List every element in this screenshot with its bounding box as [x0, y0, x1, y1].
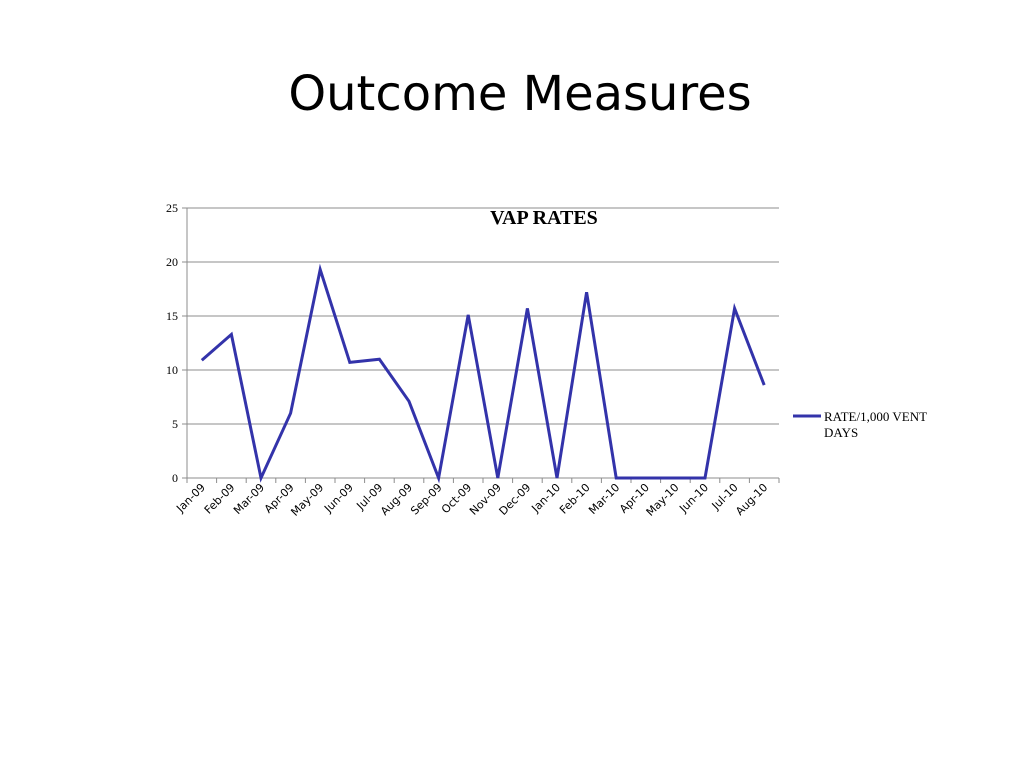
x-tick-label: Jun-10: [676, 481, 711, 516]
x-tick-label: Aug-10: [733, 481, 770, 518]
x-tick-label: Feb-09: [202, 481, 238, 517]
x-tick-label: Feb-10: [557, 481, 593, 517]
series-lines: [200, 263, 766, 484]
x-tick-labels: Jan-09Feb-09Mar-09Apr-09May-09Jun-09Jul-…: [173, 481, 770, 519]
x-tick-label: Mar-10: [586, 481, 622, 517]
y-tick-label: 0: [172, 471, 178, 485]
chart-title: VAP RATES: [490, 207, 598, 229]
x-tick-label: Aug-09: [378, 481, 415, 518]
axes: [182, 207, 780, 483]
x-tick-label: Jan-09: [173, 481, 208, 516]
legend-label: RATE/1,000 VENT: [824, 409, 927, 424]
x-tick-label: Mar-09: [231, 481, 267, 517]
x-tick-label: Nov-09: [467, 481, 504, 518]
x-tick-label: May-10: [644, 481, 682, 519]
y-tick-label: 15: [166, 309, 178, 323]
slide-title: Outcome Measures: [288, 66, 752, 122]
series-line: [200, 263, 766, 484]
legend-label: DAYS: [824, 425, 858, 440]
y-tick-label: 5: [172, 417, 178, 431]
y-tick-label: 10: [166, 363, 178, 377]
y-tick-label: 25: [166, 201, 178, 215]
x-tick-label: Jan-10: [529, 481, 564, 516]
x-tick-label: Sep-09: [408, 481, 445, 518]
x-tick-label: May-09: [288, 481, 326, 519]
y-tick-labels: 0 5 10 15 20 25: [166, 201, 178, 485]
y-tick-label: 20: [166, 255, 178, 269]
x-tick-label: Jun-09: [321, 481, 356, 516]
x-tick-label: Dec-09: [497, 481, 534, 518]
